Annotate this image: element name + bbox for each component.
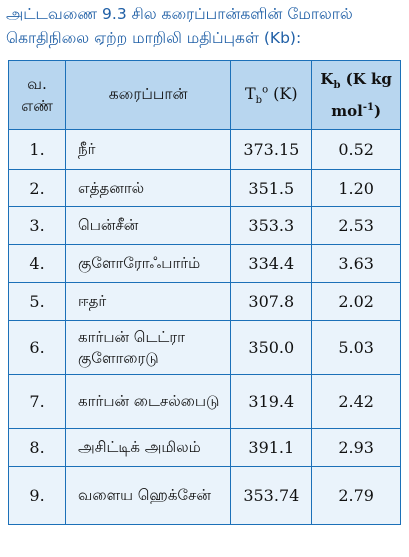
header-kb-unit-1: (K kg (340, 70, 392, 88)
header-tb-sup: o (262, 84, 269, 96)
row-solvent: கார்பன் டெட்ரா குளோரைடு (65, 320, 232, 375)
table-row: 4. குளோரோஃபார்ம் 334.4 3.63 (7, 244, 401, 283)
header-tb-sub: b (255, 95, 263, 107)
row-serial: 2. (7, 169, 67, 207)
row-boiling-point: 334.4 (230, 244, 313, 283)
header-tb-symbol: T (244, 83, 256, 103)
row-kb: 2.02 (311, 282, 401, 321)
row-kb: 2.42 (311, 374, 401, 429)
table-body: 1. நீர் 373.15 0.52 2. எத்தனால் 351.5 1.… (7, 129, 401, 525)
row-boiling-point: 350.0 (230, 320, 313, 375)
table-row: 8. அசிட்டிக் அமிலம் 391.1 2.93 (7, 428, 401, 467)
caption-line-1: அட்டவணை 9.3 சில கரைப்பான்களின் மோலால் (6, 5, 353, 23)
row-serial: 8. (7, 428, 67, 467)
row-solvent: கார்பன் டைசல்பைடு (65, 374, 232, 429)
row-serial: 9. (7, 466, 67, 525)
row-solvent: அசிட்டிக் அமிலம் (65, 428, 232, 467)
row-kb: 0.52 (311, 129, 401, 170)
header-kb-close: ) (373, 102, 382, 120)
table-caption: அட்டவணை 9.3 சில கரைப்பான்களின் மோலால் கொ… (6, 2, 406, 50)
row-serial: 3. (7, 206, 67, 245)
header-row: வ. எண் கரைப்பான் Tbo (K) Kb (K kg mol-1) (7, 60, 401, 130)
header-solvent: கரைப்பான் (65, 60, 232, 130)
kb-table: வ. எண் கரைப்பான் Tbo (K) Kb (K kg mol-1) … (7, 60, 401, 525)
table-row: 5. ஈதர் 307.8 2.02 (7, 282, 401, 321)
row-solvent: நீர் (65, 129, 232, 170)
header-kb-unit-2: mol (331, 102, 363, 120)
header-serial-number: வ. எண் (7, 60, 67, 130)
row-solvent: ஈதர் (65, 282, 232, 321)
row-boiling-point: 319.4 (230, 374, 313, 429)
table-row: 2. எத்தனால் 351.5 1.20 (7, 169, 401, 207)
row-serial: 1. (7, 129, 67, 170)
row-boiling-point: 353.3 (230, 206, 313, 245)
table-row: 1. நீர் 373.15 0.52 (7, 129, 401, 170)
caption-line-2: கொதிநிலை ஏற்ற மாறிலி மதிப்புகள் (Kb): (6, 29, 302, 47)
row-boiling-point: 391.1 (230, 428, 313, 467)
row-kb: 2.79 (311, 466, 401, 525)
table-header: வ. எண் கரைப்பான் Tbo (K) Kb (K kg mol-1) (7, 60, 401, 130)
header-kb-symbol: K (320, 70, 334, 88)
row-solvent: எத்தனால் (65, 169, 232, 207)
row-serial: 6. (7, 320, 67, 375)
row-serial: 7. (7, 374, 67, 429)
row-boiling-point: 351.5 (230, 169, 313, 207)
row-solvent: பென்சீன் (65, 206, 232, 245)
row-kb: 2.93 (311, 428, 401, 467)
table-row: 9. வளைய ஹெக்சேன் 353.74 2.79 (7, 466, 401, 525)
row-boiling-point: 307.8 (230, 282, 313, 321)
row-boiling-point: 373.15 (230, 129, 313, 170)
row-kb: 2.53 (311, 206, 401, 245)
row-kb: 5.03 (311, 320, 401, 375)
header-kb-unit-sup: -1 (362, 102, 374, 113)
row-serial: 4. (7, 244, 67, 283)
table-row: 7. கார்பன் டைசல்பைடு 319.4 2.42 (7, 374, 401, 429)
header-boiling-point: Tbo (K) (230, 60, 313, 130)
header-kb: Kb (K kg mol-1) (311, 60, 401, 130)
table-row: 3. பென்சீன் 353.3 2.53 (7, 206, 401, 245)
header-tb-unit: (K) (268, 83, 298, 103)
row-serial: 5. (7, 282, 67, 321)
row-kb: 3.63 (311, 244, 401, 283)
row-solvent: வளைய ஹெக்சேன் (65, 466, 232, 525)
header-serial-line2: எண் (21, 97, 53, 115)
table-row: 6. கார்பன் டெட்ரா குளோரைடு 350.0 5.03 (7, 320, 401, 375)
row-solvent: குளோரோஃபார்ம் (65, 244, 232, 283)
header-kb-sub: b (333, 80, 341, 91)
row-kb: 1.20 (311, 169, 401, 207)
row-boiling-point: 353.74 (230, 466, 313, 525)
header-serial-line1: வ. (27, 75, 47, 93)
